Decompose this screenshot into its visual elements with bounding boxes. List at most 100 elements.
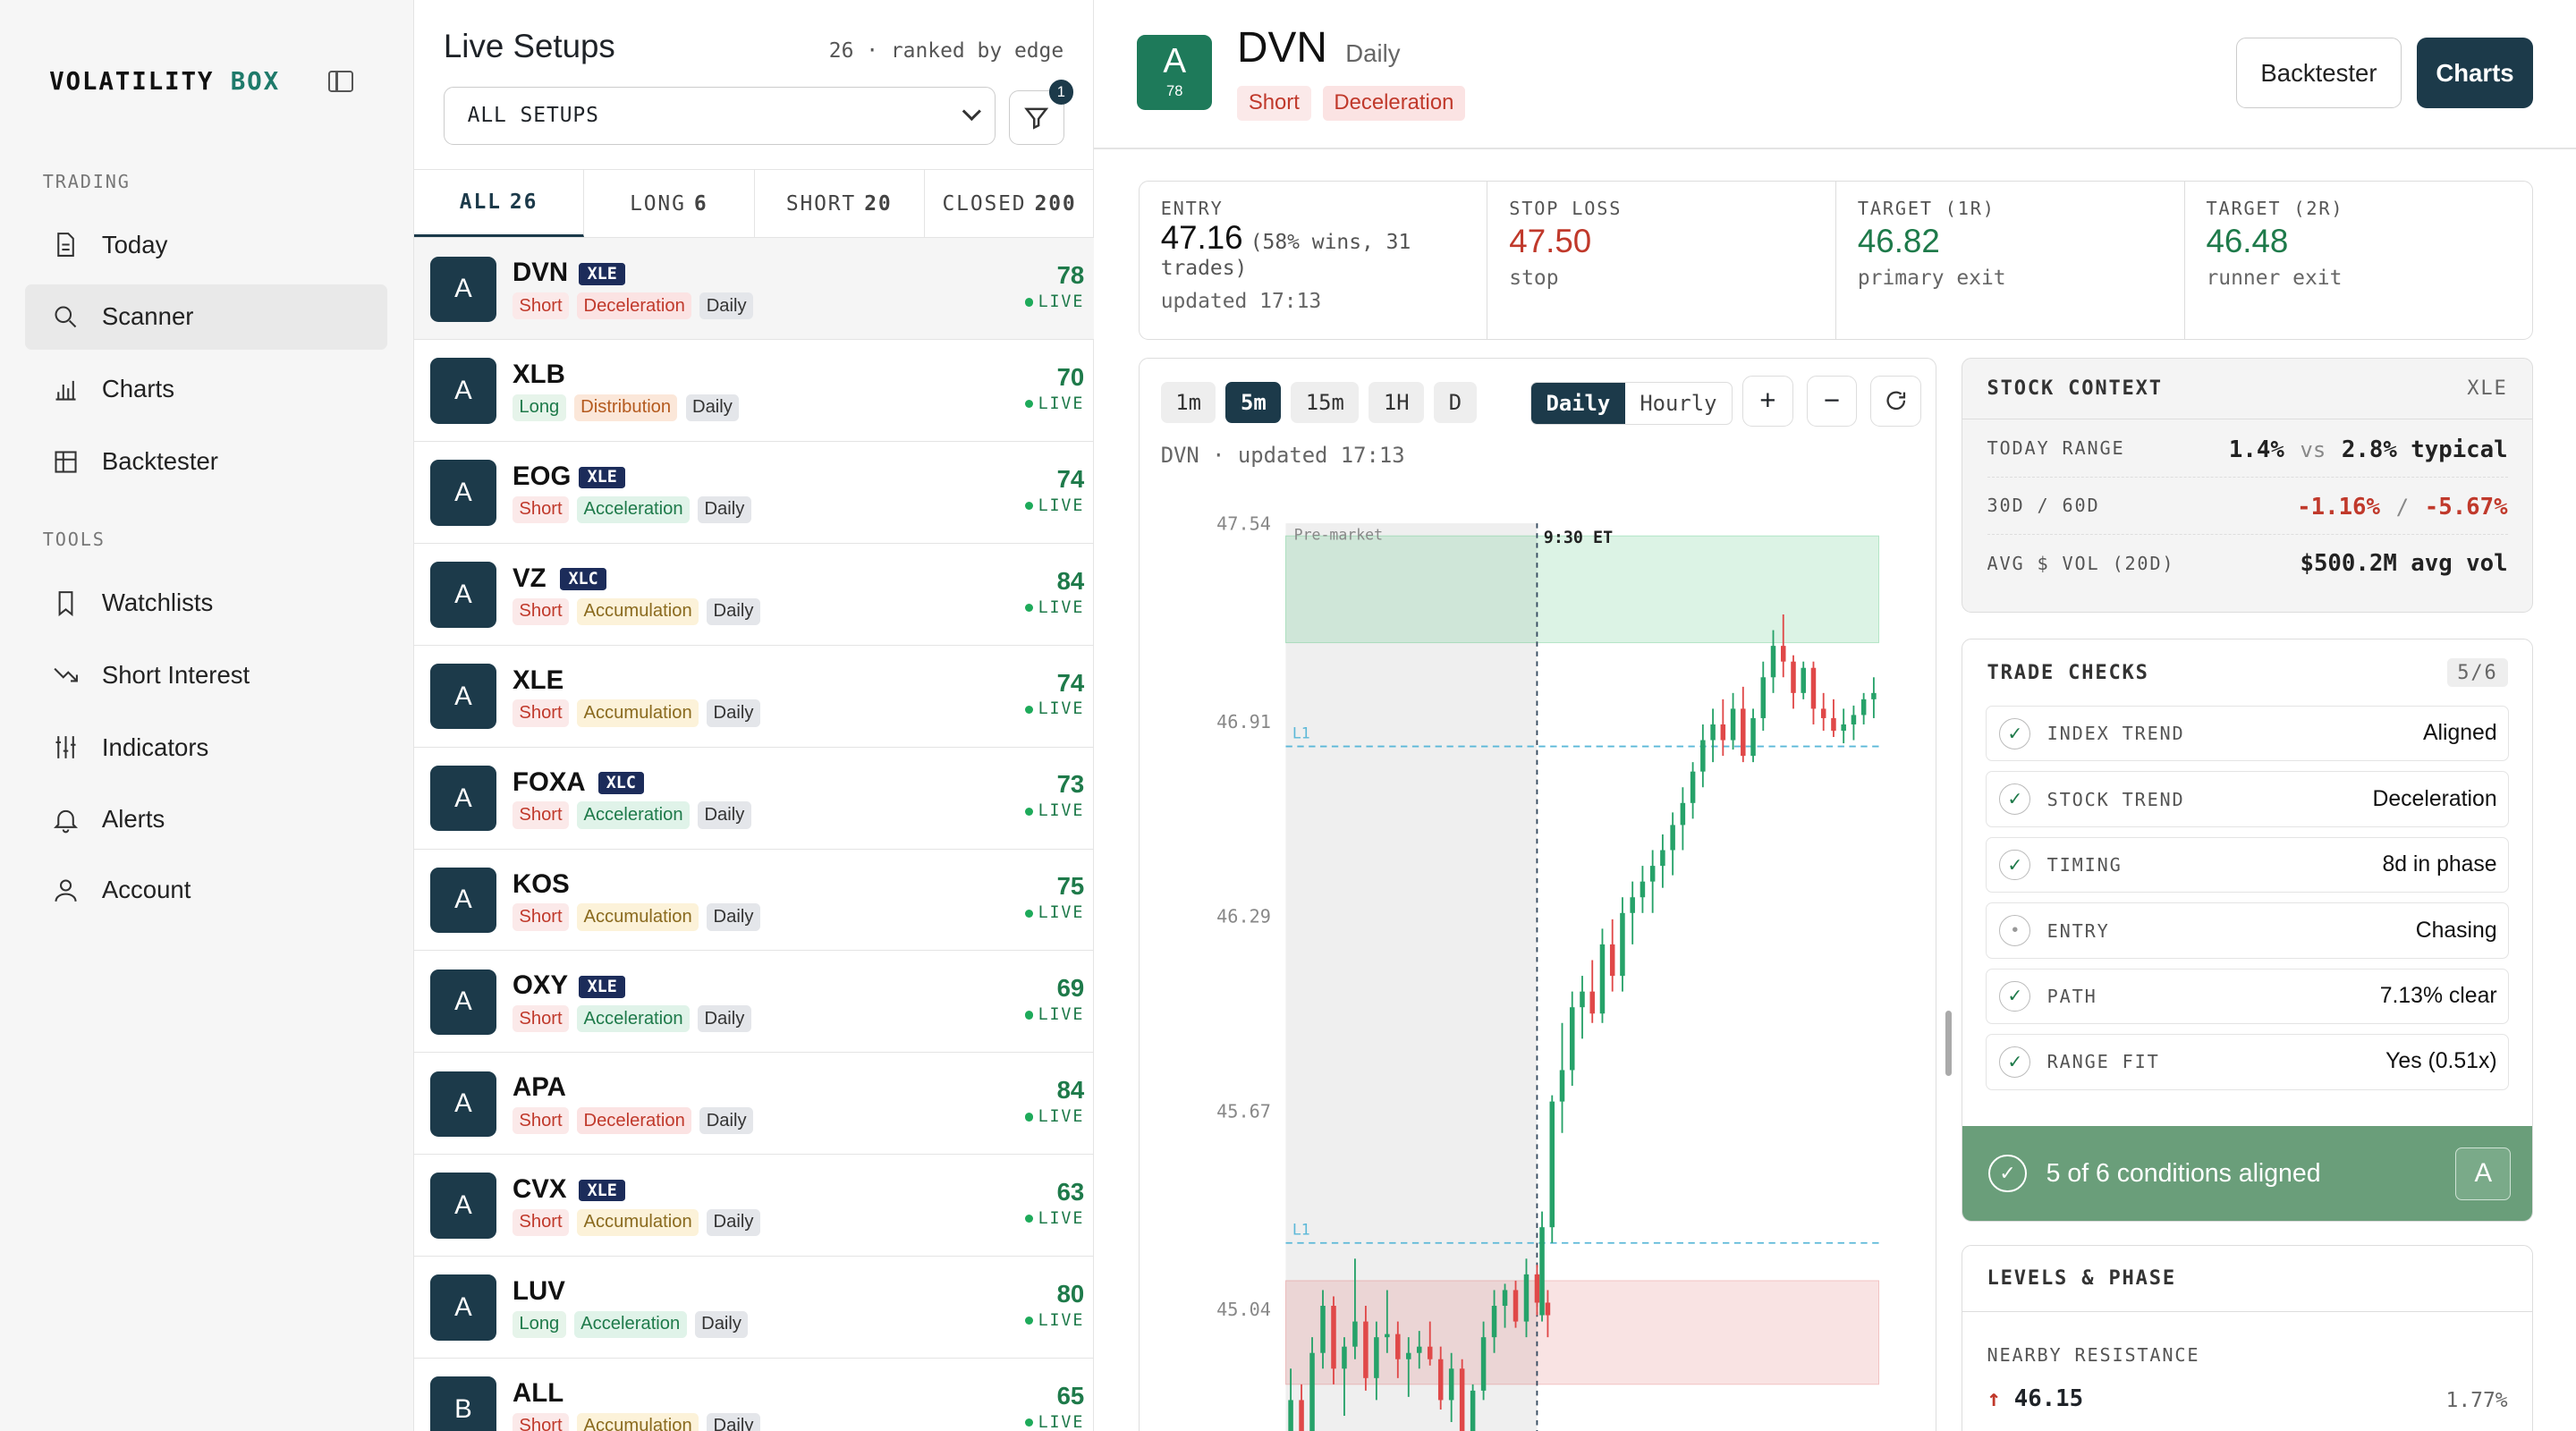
candle-body [1599, 944, 1606, 1014]
tf-1m-button[interactable]: 1m [1160, 382, 1216, 423]
panel-resize-handle[interactable] [1945, 1010, 1952, 1077]
y-tick-label: 46.91 [1216, 711, 1271, 732]
bookmark-icon [58, 590, 73, 616]
setup-grade: A [430, 664, 496, 730]
sector-badge: XLE [579, 1179, 625, 1202]
setup-row[interactable]: A FOXA XLC Short Acceleration Daily 73 LIVE [413, 748, 1095, 850]
tf-15m-button[interactable]: 15m [1291, 382, 1360, 423]
candle-body [1640, 881, 1645, 898]
setup-ticker: ALL [513, 1377, 564, 1408]
summary-grade-badge: A [2455, 1147, 2512, 1200]
direction-chip: Long [513, 1310, 566, 1339]
sidebar-collapse-icon[interactable] [328, 70, 353, 92]
refresh-button[interactable] [1870, 375, 1922, 427]
sidebar-item-watchlists[interactable]: Watchlists [25, 570, 388, 635]
phase-chip: Distribution [573, 394, 678, 422]
setup-row[interactable]: A EOG XLE Short Acceleration Daily 74 LIVE [413, 442, 1095, 544]
setup-row[interactable]: A OXY XLE Short Acceleration Daily 69 LIVE [413, 951, 1095, 1054]
phase-chip: Acceleration [577, 1005, 690, 1033]
daily-toggle[interactable]: Daily [1530, 383, 1625, 424]
backtester-button[interactable]: Backtester [2235, 38, 2402, 109]
avg-volume-row: AVG $ VOL (20D) $500.2M avg vol [1987, 550, 2508, 578]
returns-row: 30D / 60D -1.16% / -5.67% [1987, 478, 2508, 535]
candlestick-chart[interactable]: 47.54 46.91 46.29 45.67 45.04 L1 L1 Pre-market 9… [1140, 474, 1937, 1431]
brand-logo[interactable]: VOLATILITY BOX [49, 67, 280, 97]
setup-row[interactable]: A APA Short Deceleration Daily 84 LIVE [413, 1053, 1095, 1156]
resistance-value: ↑ 46.15 [1987, 1385, 2084, 1413]
candle-body [1680, 802, 1685, 826]
candle-body [1670, 825, 1675, 851]
setup-ticker: CVX [513, 1174, 567, 1205]
ticker-title: DVN [1237, 23, 1327, 72]
direction-chip: Short [513, 1106, 569, 1135]
candle-body [1405, 1352, 1411, 1359]
candle-body [1841, 724, 1846, 731]
filter-button[interactable]: 1 [1008, 80, 1074, 145]
candle-body [1480, 1337, 1487, 1391]
tab-long[interactable]: LONG 6 [584, 170, 755, 238]
sidebar-item-account[interactable]: Account [25, 858, 388, 923]
hourly-toggle[interactable]: Hourly [1640, 391, 1717, 417]
setup-grade: A [430, 765, 496, 832]
setup-row[interactable]: A XLE Short Accumulation Daily 74 LIVE [413, 646, 1095, 748]
zoom-in-button[interactable]: + [1741, 375, 1793, 427]
timeframe-chip: Daily [707, 1208, 760, 1237]
candle-body [1384, 1334, 1390, 1338]
setup-filter-select[interactable]: ALL SETUPS [443, 87, 996, 145]
levels-phase-card: LEVELS & PHASE NEARBY RESISTANCE ↑ 46.15 … [1962, 1245, 2534, 1431]
live-indicator: LIVE [1025, 292, 1084, 311]
candle-body [1851, 715, 1856, 724]
sidebar-item-backtester[interactable]: Backtester [25, 428, 388, 494]
setup-grade: A [430, 867, 496, 934]
setup-row[interactable]: A DVN XLE Short Deceleration Daily 78 LIVE [413, 238, 1095, 341]
setup-ticker: VZ [513, 563, 547, 593]
candle-body [1730, 708, 1736, 741]
setup-ticker: EOG [513, 461, 572, 492]
tf-1h-button[interactable]: 1H [1368, 382, 1425, 423]
setup-ticker: LUV [513, 1276, 565, 1307]
grade-badge: A 78 [1136, 34, 1213, 111]
sidebar-item-indicators[interactable]: Indicators [25, 715, 388, 780]
setup-row[interactable]: A KOS Short Accumulation Daily 75 LIVE [413, 850, 1095, 952]
search-icon [55, 306, 77, 328]
setup-grade: B [430, 1376, 496, 1431]
sector-badge: XLC [597, 772, 645, 794]
check-circle-icon: ✓ [1999, 980, 2031, 1012]
setup-score: 73 [1056, 770, 1085, 799]
trade-stats: ENTRY 47.16 (58% wins, 31 trades) update… [1138, 181, 2534, 341]
candle-body [1760, 677, 1766, 718]
direction-chip: Short [513, 699, 569, 727]
sidebar-item-short-interest[interactable]: Short Interest [25, 642, 388, 707]
setup-row[interactable]: A XLB Long Distribution Daily 70 LIVE [413, 340, 1095, 443]
tab-all[interactable]: ALL 26 [413, 170, 585, 238]
sidebar-item-scanner[interactable]: Scanner [24, 284, 388, 351]
tf-d-button[interactable]: D [1434, 382, 1477, 423]
sidebar-item-today[interactable]: Today [25, 212, 388, 277]
phase-chip: Deceleration [1322, 85, 1466, 121]
phase-chip: Deceleration [577, 1106, 692, 1135]
setup-row[interactable]: A VZ XLC Short Accumulation Daily 84 LIVE [413, 544, 1095, 646]
sidebar-item-alerts[interactable]: Alerts [25, 787, 388, 852]
setup-row[interactable]: B ALL Short Accumulation Daily 65 LIVE [414, 1359, 1094, 1431]
zoom-out-button[interactable]: − [1806, 375, 1858, 427]
premarket-shade [1285, 523, 1538, 1431]
sidebar-item-charts[interactable]: Charts [25, 357, 388, 422]
candle-body [1630, 897, 1635, 913]
check-row: • ENTRY Chasing [1985, 902, 2510, 959]
tab-closed[interactable]: CLOSED 200 [942, 191, 1077, 216]
candle-body [1659, 850, 1665, 867]
sector-badge: XLE [579, 466, 625, 489]
tab-short[interactable]: SHORT 20 [755, 170, 925, 238]
level-label: L1 [1292, 724, 1310, 741]
charts-button[interactable]: Charts [2416, 38, 2534, 109]
tf-5m-button[interactable]: 5m [1225, 382, 1282, 423]
candle-body [1459, 1368, 1465, 1431]
direction-chip: Short [513, 801, 569, 829]
setup-row[interactable]: A CVX XLE Short Accumulation Daily 63 LIVE [413, 1155, 1095, 1257]
setup-row[interactable]: A LUV Long Acceleration Daily 80 LIVE [413, 1257, 1095, 1359]
header-chips: Short Deceleration [1237, 85, 1466, 121]
check-row: ✓ INDEX TREND Aligned [1985, 705, 2510, 762]
price-chart-panel: 1m 5m 15m 1H D Daily Hourly + − DVN · up… [1138, 358, 1937, 1431]
setup-grade: A [430, 562, 496, 628]
today-range-row: TODAY RANGE 1.4% vs 2.8% typical [1987, 419, 2508, 478]
